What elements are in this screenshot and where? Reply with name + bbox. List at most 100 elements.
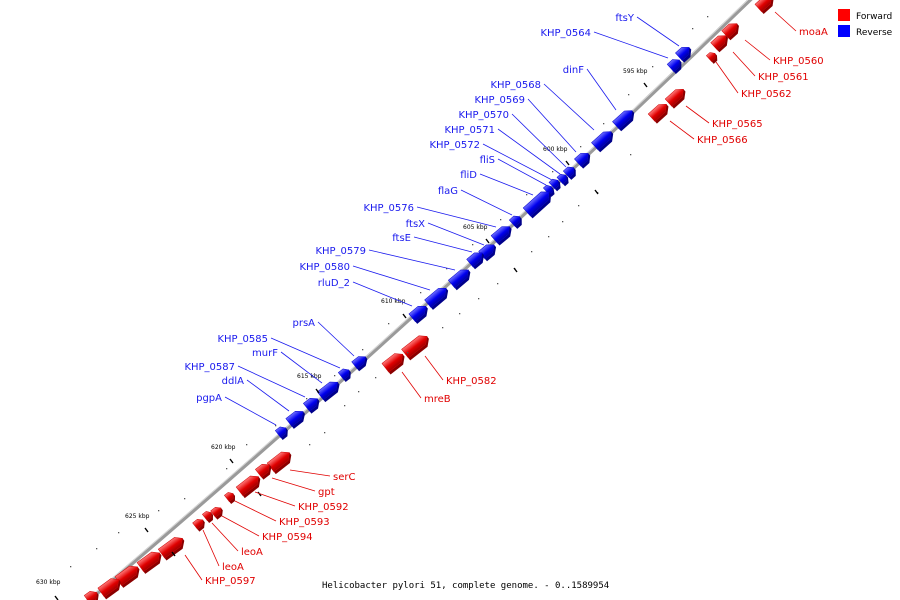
minor-tick-4 [603, 123, 605, 125]
gene-khp-0570-5[interactable] [562, 164, 578, 180]
gene-label-khp-0572-7: KHP_0572 [429, 140, 480, 151]
gene-leoa-14[interactable] [192, 517, 208, 532]
leader-line-moaa-0 [774, 11, 797, 32]
minor-tick-35 [407, 352, 409, 354]
leader-line-leoa-13 [211, 522, 239, 552]
gene-khp-0593-11[interactable] [224, 490, 237, 504]
minor-tick-19 [184, 498, 186, 500]
leader-line-khp-0576-11 [416, 206, 497, 228]
gene-khp-0569-4[interactable] [574, 150, 593, 169]
tick-mark-610-kbp [402, 313, 407, 319]
gene-khp-0582-6[interactable] [401, 332, 433, 361]
tick-mark-595-kbp [643, 82, 648, 88]
major-tick-lower-2 [257, 491, 262, 497]
tick-mark-615-kbp [315, 388, 320, 394]
minor-tick-22 [96, 548, 98, 550]
gene-unlabeled-forward-3[interactable] [83, 588, 101, 600]
leader-line-khp-0580-15 [352, 265, 431, 291]
minor-tick-39 [324, 432, 326, 434]
gene-khp-0562-3[interactable] [705, 50, 719, 64]
leader-line-ddla-21 [246, 379, 290, 412]
gene-flid-9[interactable] [522, 188, 555, 219]
leader-line-serc-8 [289, 469, 331, 477]
gene-khp-0571-6[interactable] [556, 172, 571, 187]
gene-dinf-2[interactable] [612, 107, 637, 132]
minor-tick-33 [459, 313, 461, 315]
gene-khp-0561-2[interactable] [710, 32, 732, 53]
gene-label-dinf-2: dinF [563, 65, 584, 76]
gene-khp-0560-1[interactable] [721, 20, 743, 41]
gene-ftse-13[interactable] [466, 249, 488, 270]
gene-unlabeled-forward-2[interactable] [97, 575, 124, 600]
gene-serc-8[interactable] [266, 448, 295, 475]
gene-prsa-17[interactable] [351, 353, 370, 372]
gene-flag-10[interactable] [508, 213, 524, 229]
minor-tick-17 [246, 444, 248, 446]
gene-label-rlud-2-16: rluD_2 [318, 278, 350, 289]
gene-khp-0580-15[interactable] [424, 284, 452, 310]
gene-khp-0568-3[interactable] [591, 128, 616, 153]
gene-mreb-7[interactable] [381, 350, 408, 375]
gene-label-khp-0587-20: KHP_0587 [184, 362, 235, 373]
gene-ftsy-0[interactable] [675, 44, 694, 63]
gene-gpt-9[interactable] [255, 461, 274, 480]
gene-label-khp-0585-18: KHP_0585 [217, 334, 268, 345]
gene-pgpa-22[interactable] [274, 424, 290, 440]
gene-label-prsa-17: prsA [292, 318, 315, 329]
gene-khp-0592-10[interactable] [235, 472, 264, 499]
leader-line-flid-9 [479, 173, 534, 196]
gene-khp-0566-5[interactable] [647, 101, 672, 124]
gene-unlabeled-forward-1[interactable] [114, 562, 143, 588]
minor-tick-21 [118, 532, 120, 534]
map-caption: Helicobacter pylori 51, complete genome.… [322, 581, 609, 591]
gene-moaa-0[interactable] [754, 0, 777, 14]
leader-line-khp-0565-4 [685, 105, 710, 124]
gene-label-khp-0592-10: KHP_0592 [298, 502, 349, 513]
minor-tick-26 [578, 205, 580, 207]
gene-leoa-13[interactable] [202, 509, 215, 523]
leader-line-ftsx-12 [427, 222, 485, 246]
tick-mark-605-kbp [485, 238, 490, 244]
leader-line-gpt-9 [271, 477, 316, 492]
minor-tick-16 [275, 425, 277, 427]
gene-khp-0579-14[interactable] [448, 266, 473, 291]
minor-tick-31 [497, 283, 499, 285]
gene-khp-0564-1[interactable] [666, 56, 685, 74]
minor-tick-11 [420, 292, 422, 294]
gene-khp-0565-4[interactable] [664, 86, 689, 109]
gene-unlabeled-forward-0[interactable] [136, 548, 165, 574]
gene-label-khp-0565-4: KHP_0565 [712, 119, 763, 130]
leader-line-khp-0564-1 [593, 31, 669, 59]
gene-label-leoa-14: leoA [222, 562, 244, 573]
gene-label-flis-8: fliS [480, 155, 495, 166]
gene-label-khp-0562-3: KHP_0562 [741, 89, 792, 100]
gene-khp-0594-12[interactable] [210, 505, 226, 520]
gene-rlud-2-16[interactable] [408, 302, 431, 324]
gene-ddla-21[interactable] [285, 408, 308, 429]
gene-label-flid-9: fliD [460, 170, 477, 181]
gene-label-khp-0594-12: KHP_0594 [262, 532, 313, 543]
gene-label-mreb-7: mreB [424, 394, 451, 405]
minor-tick-12 [388, 323, 390, 325]
gene-label-khp-0580-15: KHP_0580 [299, 262, 350, 273]
leader-line-khp-0592-10 [254, 491, 296, 507]
gene-khp-0576-11[interactable] [490, 223, 515, 246]
leader-line-flis-8 [497, 158, 547, 186]
minor-tick-28 [548, 236, 550, 238]
minor-tick-20 [158, 510, 160, 512]
leader-line-khp-0597-15 [184, 554, 203, 581]
minor-tick-2 [652, 66, 654, 68]
gene-khp-0597-15[interactable] [157, 534, 187, 561]
gene-label-serc-8: serC [333, 472, 355, 483]
leader-line-khp-0566-5 [669, 120, 695, 140]
gene-khp-0585-18[interactable] [337, 366, 353, 382]
gene-label-khp-0593-11: KHP_0593 [279, 517, 330, 528]
gene-label-leoa-13: leoA [241, 547, 263, 558]
gene-murf-19[interactable] [316, 378, 342, 403]
leader-line-leoa-14 [202, 529, 220, 567]
minor-tick-5 [580, 146, 582, 148]
gene-label-khp-0566-5: KHP_0566 [697, 135, 748, 146]
gene-khp-0587-20[interactable] [303, 395, 322, 414]
